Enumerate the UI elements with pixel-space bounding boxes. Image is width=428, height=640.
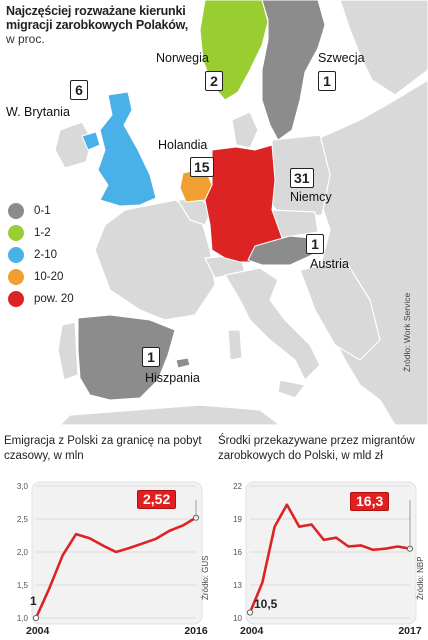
legend-item: 10-20: [8, 266, 74, 288]
legend-item: 0-1: [8, 200, 74, 222]
map-subtitle: w proc.: [6, 32, 45, 46]
data-point: [32, 614, 40, 622]
y-tick-label: 1,0: [17, 614, 29, 623]
y-tick-label: 16: [233, 548, 242, 557]
island-baleares: [175, 357, 191, 369]
y-tick-label: 2,5: [17, 515, 29, 524]
x-tick-label: 2004: [26, 625, 50, 637]
legend-dot: [8, 247, 24, 263]
label-netherlands: Holandia: [158, 138, 208, 152]
land-balkans: [299, 259, 381, 361]
data-point: [246, 609, 254, 616]
land-italy: [224, 267, 321, 382]
chart2-title: Środki przekazywane przez migrantów zaro…: [218, 435, 415, 462]
chart1-end-value: 2,52: [137, 490, 177, 509]
land-finland: [339, 0, 428, 96]
value-netherlands: 15: [190, 157, 214, 177]
land-east-europe: [309, 79, 428, 425]
y-tick-label: 3,0: [17, 482, 29, 491]
country-northern-ireland: [81, 131, 101, 151]
label-great-britain: W. Brytania: [6, 105, 70, 119]
y-tick-label: 2,0: [17, 548, 29, 557]
y-tick-label: 1,5: [17, 581, 29, 590]
country-austria: [247, 235, 313, 266]
series-line: [34, 516, 197, 619]
land-sicily: [277, 379, 307, 399]
legend-dot: [8, 269, 24, 285]
plot-background: [245, 481, 417, 625]
value-norway: 2: [205, 71, 223, 91]
map-legend: 0-1 1-2 2-10 10-20 pow. 20: [8, 200, 74, 310]
map-source: Źródło: Work Service: [402, 292, 412, 372]
legend-label: 0-1: [34, 205, 51, 217]
country-sweden: [261, 0, 326, 141]
value-great-britain: 6: [70, 80, 88, 100]
chart2-source: Źródło: NBP: [416, 556, 425, 600]
x-tick-label: 2004: [240, 625, 264, 637]
map-title: Najczęściej rozważane kierunki migracji …: [6, 4, 188, 32]
land-africa: [59, 404, 281, 425]
x-tick-label: 2017: [398, 625, 422, 637]
country-spain: [77, 314, 176, 401]
x-tick-label: 2016: [184, 625, 208, 637]
label-norway: Norwegia: [156, 51, 209, 65]
chart1-title: Emigracja z Polski za granicę na pobyt c…: [4, 435, 202, 462]
value-spain: 1: [142, 347, 160, 367]
value-germany: 31: [290, 168, 314, 188]
value-sweden: 1: [318, 71, 336, 91]
legend-label: 10-20: [34, 271, 64, 283]
chart1-start-value: 1: [30, 594, 37, 608]
legend-dot: [8, 225, 24, 241]
legend-label: 1-2: [34, 227, 51, 239]
land-ireland: [54, 121, 93, 169]
land-sardinia: [227, 329, 243, 361]
label-austria: Austria: [310, 257, 349, 271]
y-tick-label: 13: [233, 581, 242, 590]
map: Najczęściej rozważane kierunki migracji …: [6, 0, 428, 425]
legend-item: pow. 20: [8, 288, 74, 310]
y-tick-label: 19: [233, 515, 242, 524]
legend-dot: [8, 203, 24, 219]
label-sweden: Szwecja: [318, 51, 365, 65]
land-denmark: [231, 111, 259, 149]
land-portugal: [57, 321, 79, 381]
label-spain: Hiszpania: [145, 371, 200, 385]
chart2-start-value: 10,5: [254, 597, 278, 611]
y-tick-label: 10: [233, 614, 242, 623]
country-great-britain: [97, 91, 157, 207]
chart2-end-value: 16,3: [350, 492, 390, 511]
legend-item: 1-2: [8, 222, 74, 244]
y-tick-label: 22: [233, 482, 242, 491]
chart1-source: Źródło: GUS: [201, 555, 210, 600]
legend-label: pow. 20: [34, 293, 74, 305]
value-austria: 1: [306, 234, 324, 254]
chart2-plot: 22 19 16 13 10 2004 2017: [233, 481, 422, 637]
legend-dot: [8, 291, 24, 307]
legend-label: 2-10: [34, 249, 58, 261]
series-line: [248, 503, 411, 613]
label-germany: Niemcy: [290, 190, 332, 204]
legend-item: 2-10: [8, 244, 74, 266]
chart1-plot: 3,0 2,5 2,0 1,5 1,0 2004 2016: [17, 481, 208, 637]
